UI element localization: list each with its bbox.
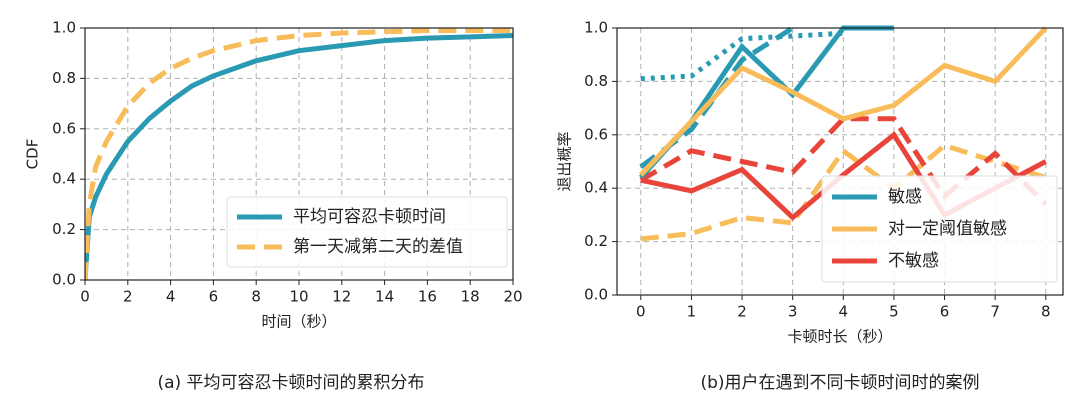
series-line <box>638 26 1048 177</box>
y-tick-label: 0.6 <box>52 119 76 137</box>
x-tick-label: 20 <box>503 288 522 306</box>
legend-label: 敏感 <box>888 187 922 207</box>
y-tick-label: 0.4 <box>584 179 608 197</box>
x-axis-label: 卡顿时长（秒） <box>787 328 892 346</box>
series-line <box>640 142 1047 242</box>
x-tick-label: 5 <box>889 303 899 321</box>
y-tick-label: 0.4 <box>52 170 76 188</box>
x-tick-label: 2 <box>123 288 133 306</box>
x-tick-label: 6 <box>940 303 950 321</box>
y-tick-label: 0.2 <box>52 220 76 238</box>
y-tick-label: 1.0 <box>584 19 608 37</box>
series-line <box>85 28 513 280</box>
legend-label: 不敏感 <box>888 251 939 271</box>
series-line <box>640 30 844 82</box>
series-line <box>85 33 513 280</box>
x-tick-label: 12 <box>332 288 351 306</box>
y-tick-label: 0.0 <box>52 271 76 289</box>
series-line <box>639 116 1048 206</box>
caption: (a) 平均可容忍卡顿时间的累积分布 <box>157 373 424 393</box>
legend-label: 第一天减第二天的差值 <box>293 237 463 257</box>
y-tick-label: 0.8 <box>584 72 608 90</box>
x-tick-label: 3 <box>788 303 798 321</box>
x-tick-label: 4 <box>166 288 176 306</box>
y-tick-label: 0.0 <box>584 286 608 304</box>
y-tick-label: 0.6 <box>584 125 608 143</box>
y-axis-label: 退出概率 <box>556 131 574 191</box>
legend-label: 对一定阈值敏感 <box>888 219 1007 239</box>
legend-box <box>821 175 1058 283</box>
axes-frame <box>84 27 514 281</box>
y-tick-label: 0.2 <box>584 232 608 250</box>
legend-label: 平均可容忍卡顿时间 <box>293 207 446 227</box>
x-tick-label: 16 <box>418 288 437 306</box>
x-tick-label: 0 <box>80 288 90 306</box>
y-tick-label: 0.8 <box>52 69 76 87</box>
x-tick-label: 14 <box>375 288 394 306</box>
x-axis-label: 时间（秒） <box>261 313 336 331</box>
legend-box <box>226 196 508 268</box>
x-tick-label: 8 <box>1041 303 1051 321</box>
y-axis-label: CDF <box>24 139 42 170</box>
x-tick-label: 4 <box>839 303 849 321</box>
caption: (b)用户在遇到不同卡顿时间时的案例 <box>700 373 979 393</box>
y-tick-label: 1.0 <box>52 19 76 37</box>
x-tick-label: 0 <box>636 303 646 321</box>
x-tick-label: 18 <box>461 288 480 306</box>
x-tick-label: 1 <box>687 303 697 321</box>
x-tick-label: 7 <box>990 303 1000 321</box>
x-tick-label: 6 <box>209 288 219 306</box>
axes-frame <box>616 27 1064 296</box>
x-tick-label: 10 <box>289 288 308 306</box>
x-tick-label: 8 <box>251 288 261 306</box>
x-tick-label: 2 <box>737 303 747 321</box>
